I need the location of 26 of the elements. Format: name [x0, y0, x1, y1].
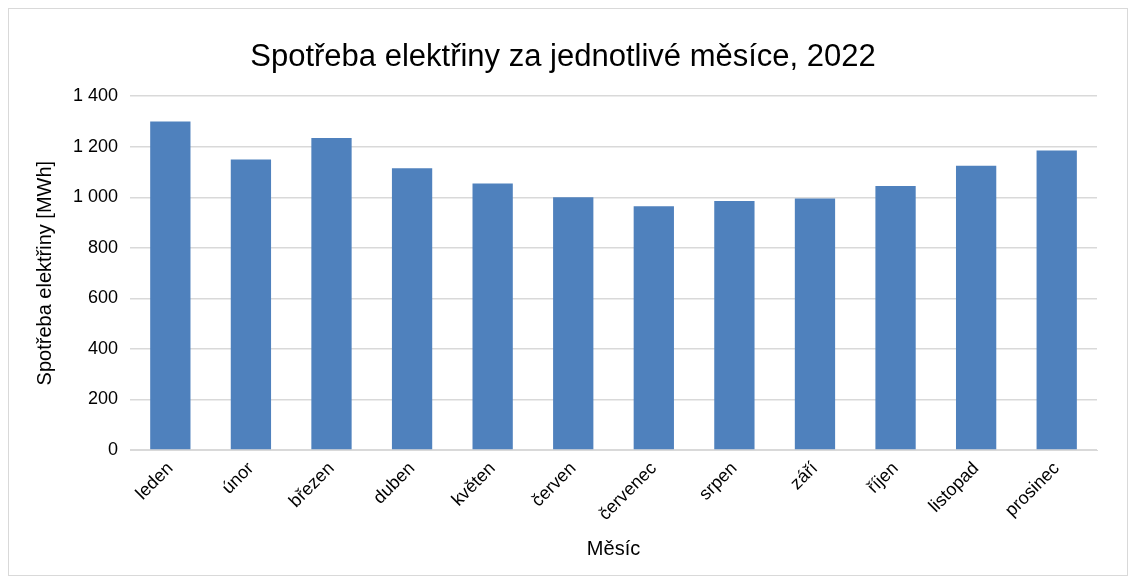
bar — [714, 201, 755, 450]
y-tick-label: 600 — [88, 287, 119, 308]
bar — [633, 206, 674, 450]
y-tick-label: 1 400 — [73, 85, 119, 106]
bar — [230, 159, 272, 450]
x-axis-title: Měsíc — [586, 536, 641, 559]
chart-title: Spotřeba elektřiny za jednotlivé měsíce, 2022 — [250, 38, 876, 74]
y-tick-label: 1 000 — [73, 186, 119, 207]
y-tick-label: 1 200 — [73, 135, 119, 156]
bar — [1036, 150, 1077, 450]
y-tick-label: 200 — [88, 388, 119, 409]
x-tick-label: září — [785, 457, 822, 494]
bar — [311, 137, 352, 450]
y-tick-label: 0 — [108, 439, 119, 460]
y-axis-title: Spotřeba elektřiny [MWh] — [32, 160, 55, 386]
y-tick-label: 800 — [88, 236, 119, 257]
x-tick-label: říjen — [862, 457, 902, 497]
bar — [391, 168, 433, 450]
bar — [472, 183, 513, 450]
bar — [553, 197, 594, 450]
bar — [150, 121, 191, 450]
y-tick-label: 400 — [88, 337, 119, 358]
x-tick-label: únor — [217, 457, 258, 498]
bar — [875, 185, 916, 450]
bar — [794, 198, 836, 450]
bar — [955, 165, 997, 450]
